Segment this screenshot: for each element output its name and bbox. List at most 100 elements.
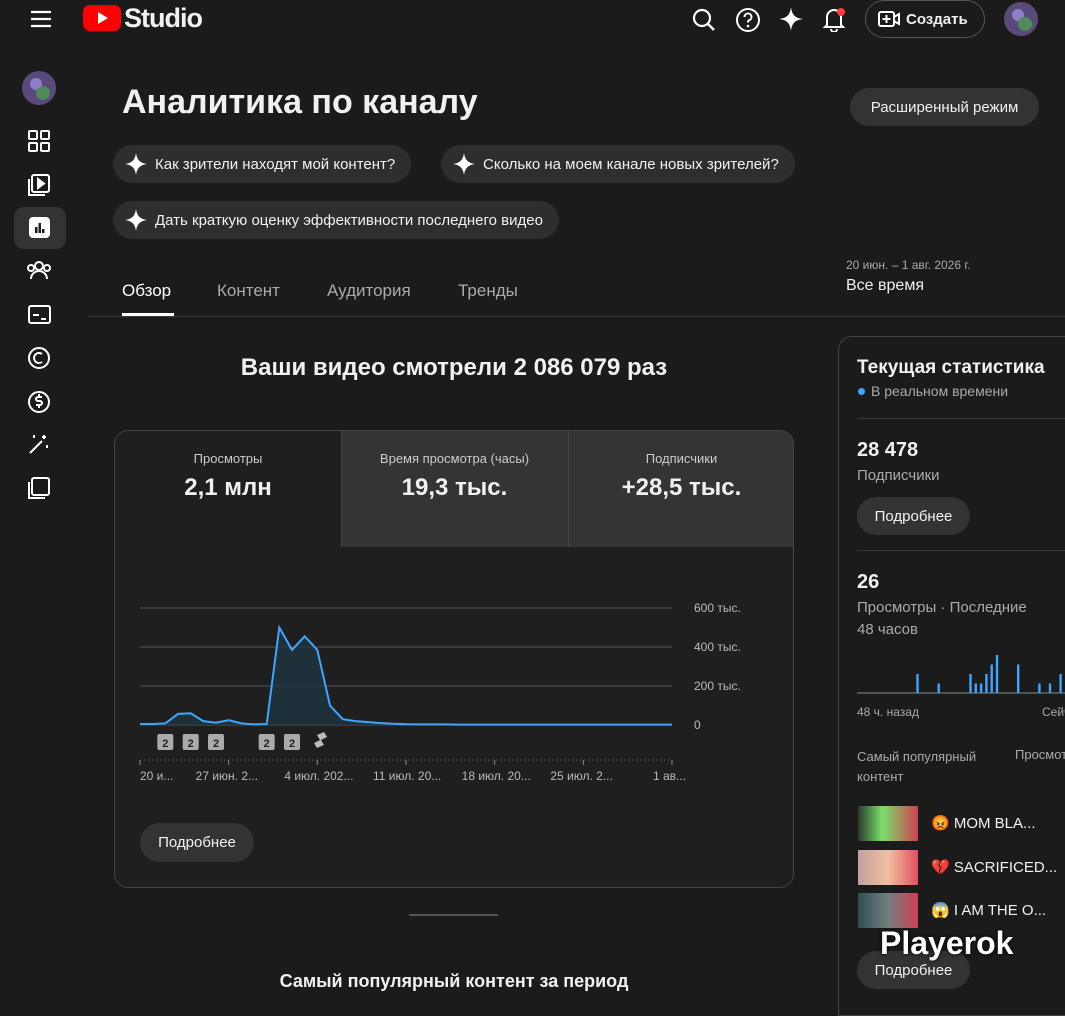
bar [1059,674,1062,693]
metric-tab-bg [341,431,569,547]
bar-end-label: Сейчас [1042,705,1065,719]
divider [88,316,1065,317]
search-button[interactable] [692,8,716,32]
metric-label[interactable]: Подписчики [645,451,718,466]
marker-label: 2 [188,738,194,750]
live-label: В реальном времени [871,383,1009,399]
bar [979,683,983,693]
nav-icons[interactable] [27,129,53,501]
tab-active[interactable]: Обзор [122,281,172,300]
marker-label: 2 [289,738,295,750]
video-title[interactable]: 💔 SACRIFICED... [931,859,1058,876]
x-tick-label: 11 июл. 20... [373,769,441,783]
more-button[interactable]: Подробнее [857,497,970,535]
period-selector[interactable]: Все время [846,277,924,294]
views-chart: 0 200 тыс. 400 тыс. 600 тыс. 20 и... 27 июн. … [139,601,741,783]
x-tick-label: 18 июл. 20... [462,769,531,783]
date-range[interactable]: 20 июн. – 1 авг. 2026 г. [846,258,971,272]
video-thumbnail[interactable] [858,806,918,841]
subscribers-value: 28 478 [857,439,919,461]
tab[interactable]: Тренды [458,281,518,300]
section-title: Самый популярный контент за период [279,971,629,991]
top-content-label: Самый популярный контент [857,749,977,784]
marker-box [157,734,174,750]
advanced-mode-button[interactable]: Расширенный режим [850,88,1039,126]
tab[interactable]: Контент [217,281,280,300]
more-button[interactable]: Подробнее [140,823,254,862]
metric-tab-bg [568,431,793,547]
marker-label: 2 [162,738,168,750]
realtime-panel: Текущая статистика В реальном времени 28… [838,336,1065,1016]
sparkle-icon [125,153,147,175]
create-label: Создать [906,10,968,28]
shorts-marker [314,732,327,748]
bar [1038,683,1041,693]
sparkle-icon [125,209,147,231]
overview-card: Просмотры 2,1 млн Время просмотра (часы)… [114,430,794,888]
y-tick-label: 600 тыс. [694,601,741,615]
views-value: 26 [857,571,880,593]
menu-button[interactable] [30,9,52,29]
area [140,627,672,725]
live-dot [858,388,865,395]
video-title[interactable]: 😱 I AM THE O... [931,902,1047,919]
marker-box [182,734,199,750]
tab[interactable]: Аудитория [327,281,411,300]
line [140,624,672,726]
prompt-text: Дать краткую оценку эффективности послед… [155,211,543,229]
bar [1017,664,1020,693]
video-thumbnail[interactable] [858,893,918,928]
prompt-chip[interactable]: Как зрители находят мой контент? [113,145,412,183]
x-tick-label: 27 июн. 2... [196,769,258,783]
x-tick-label: 25 июл. 2... [550,769,612,783]
divider [857,550,1065,551]
watermark: Playerok [880,925,1014,961]
logo-text[interactable]: Studio [124,3,203,33]
y-tick-label: 0 [694,718,701,732]
views-label: Просмотры · Последние 48 часов [857,599,1027,638]
bar [969,674,972,693]
bar [990,664,993,693]
account-avatar[interactable] [1004,2,1038,36]
marker-box [284,734,300,750]
metric-label[interactable]: Просмотры [193,451,263,466]
notifications-button[interactable] [821,6,847,32]
metric-label[interactable]: Время просмотра (часы) [379,451,530,466]
y-tick-label: 200 тыс. [694,679,741,693]
x-tick-label: 20 и... [140,769,173,783]
separator [409,914,498,916]
prompt-chip[interactable]: Сколько на моем канале новых зрителей? [441,145,795,183]
x-tick-label: 4 июл. 202... [284,769,353,783]
video-thumbnail[interactable] [858,850,918,885]
realtime-chart [857,655,1065,694]
y-tick-label: 400 тыс. [694,640,741,654]
prompt-chip[interactable]: Дать краткую оценку эффективности послед… [113,201,559,239]
bar [995,655,999,693]
metric-value[interactable]: +28,5 тыс. [621,474,742,501]
create-icon [878,11,900,27]
bar [985,674,988,693]
bar [1048,683,1052,693]
metric-value[interactable]: 2,1 млн [184,474,272,501]
tab-underline [122,313,174,316]
x-tick-label: 1 ав... [653,769,686,783]
divider [857,418,1065,419]
video-title[interactable]: 😡 MOM BLA... [931,815,1036,832]
metric-value[interactable]: 19,3 тыс. [401,474,508,501]
bar [916,674,919,693]
bar-start-label: 48 ч. назад [857,705,919,719]
help-button[interactable] [735,7,761,33]
create-button[interactable]: Создать [865,0,985,38]
views-column-label: Просмотры [1015,747,1065,762]
headline: Ваши видео смотрели 2 086 079 раз [240,354,668,381]
bar [974,683,977,693]
channel-avatar[interactable] [22,71,56,105]
bar [937,683,940,693]
logo-icon[interactable] [83,5,121,31]
more-button[interactable]: Подробнее [857,951,970,989]
marker-label: 2 [213,738,219,750]
subscribers-label: Подписчики [857,467,940,484]
ai-button[interactable] [779,7,803,31]
